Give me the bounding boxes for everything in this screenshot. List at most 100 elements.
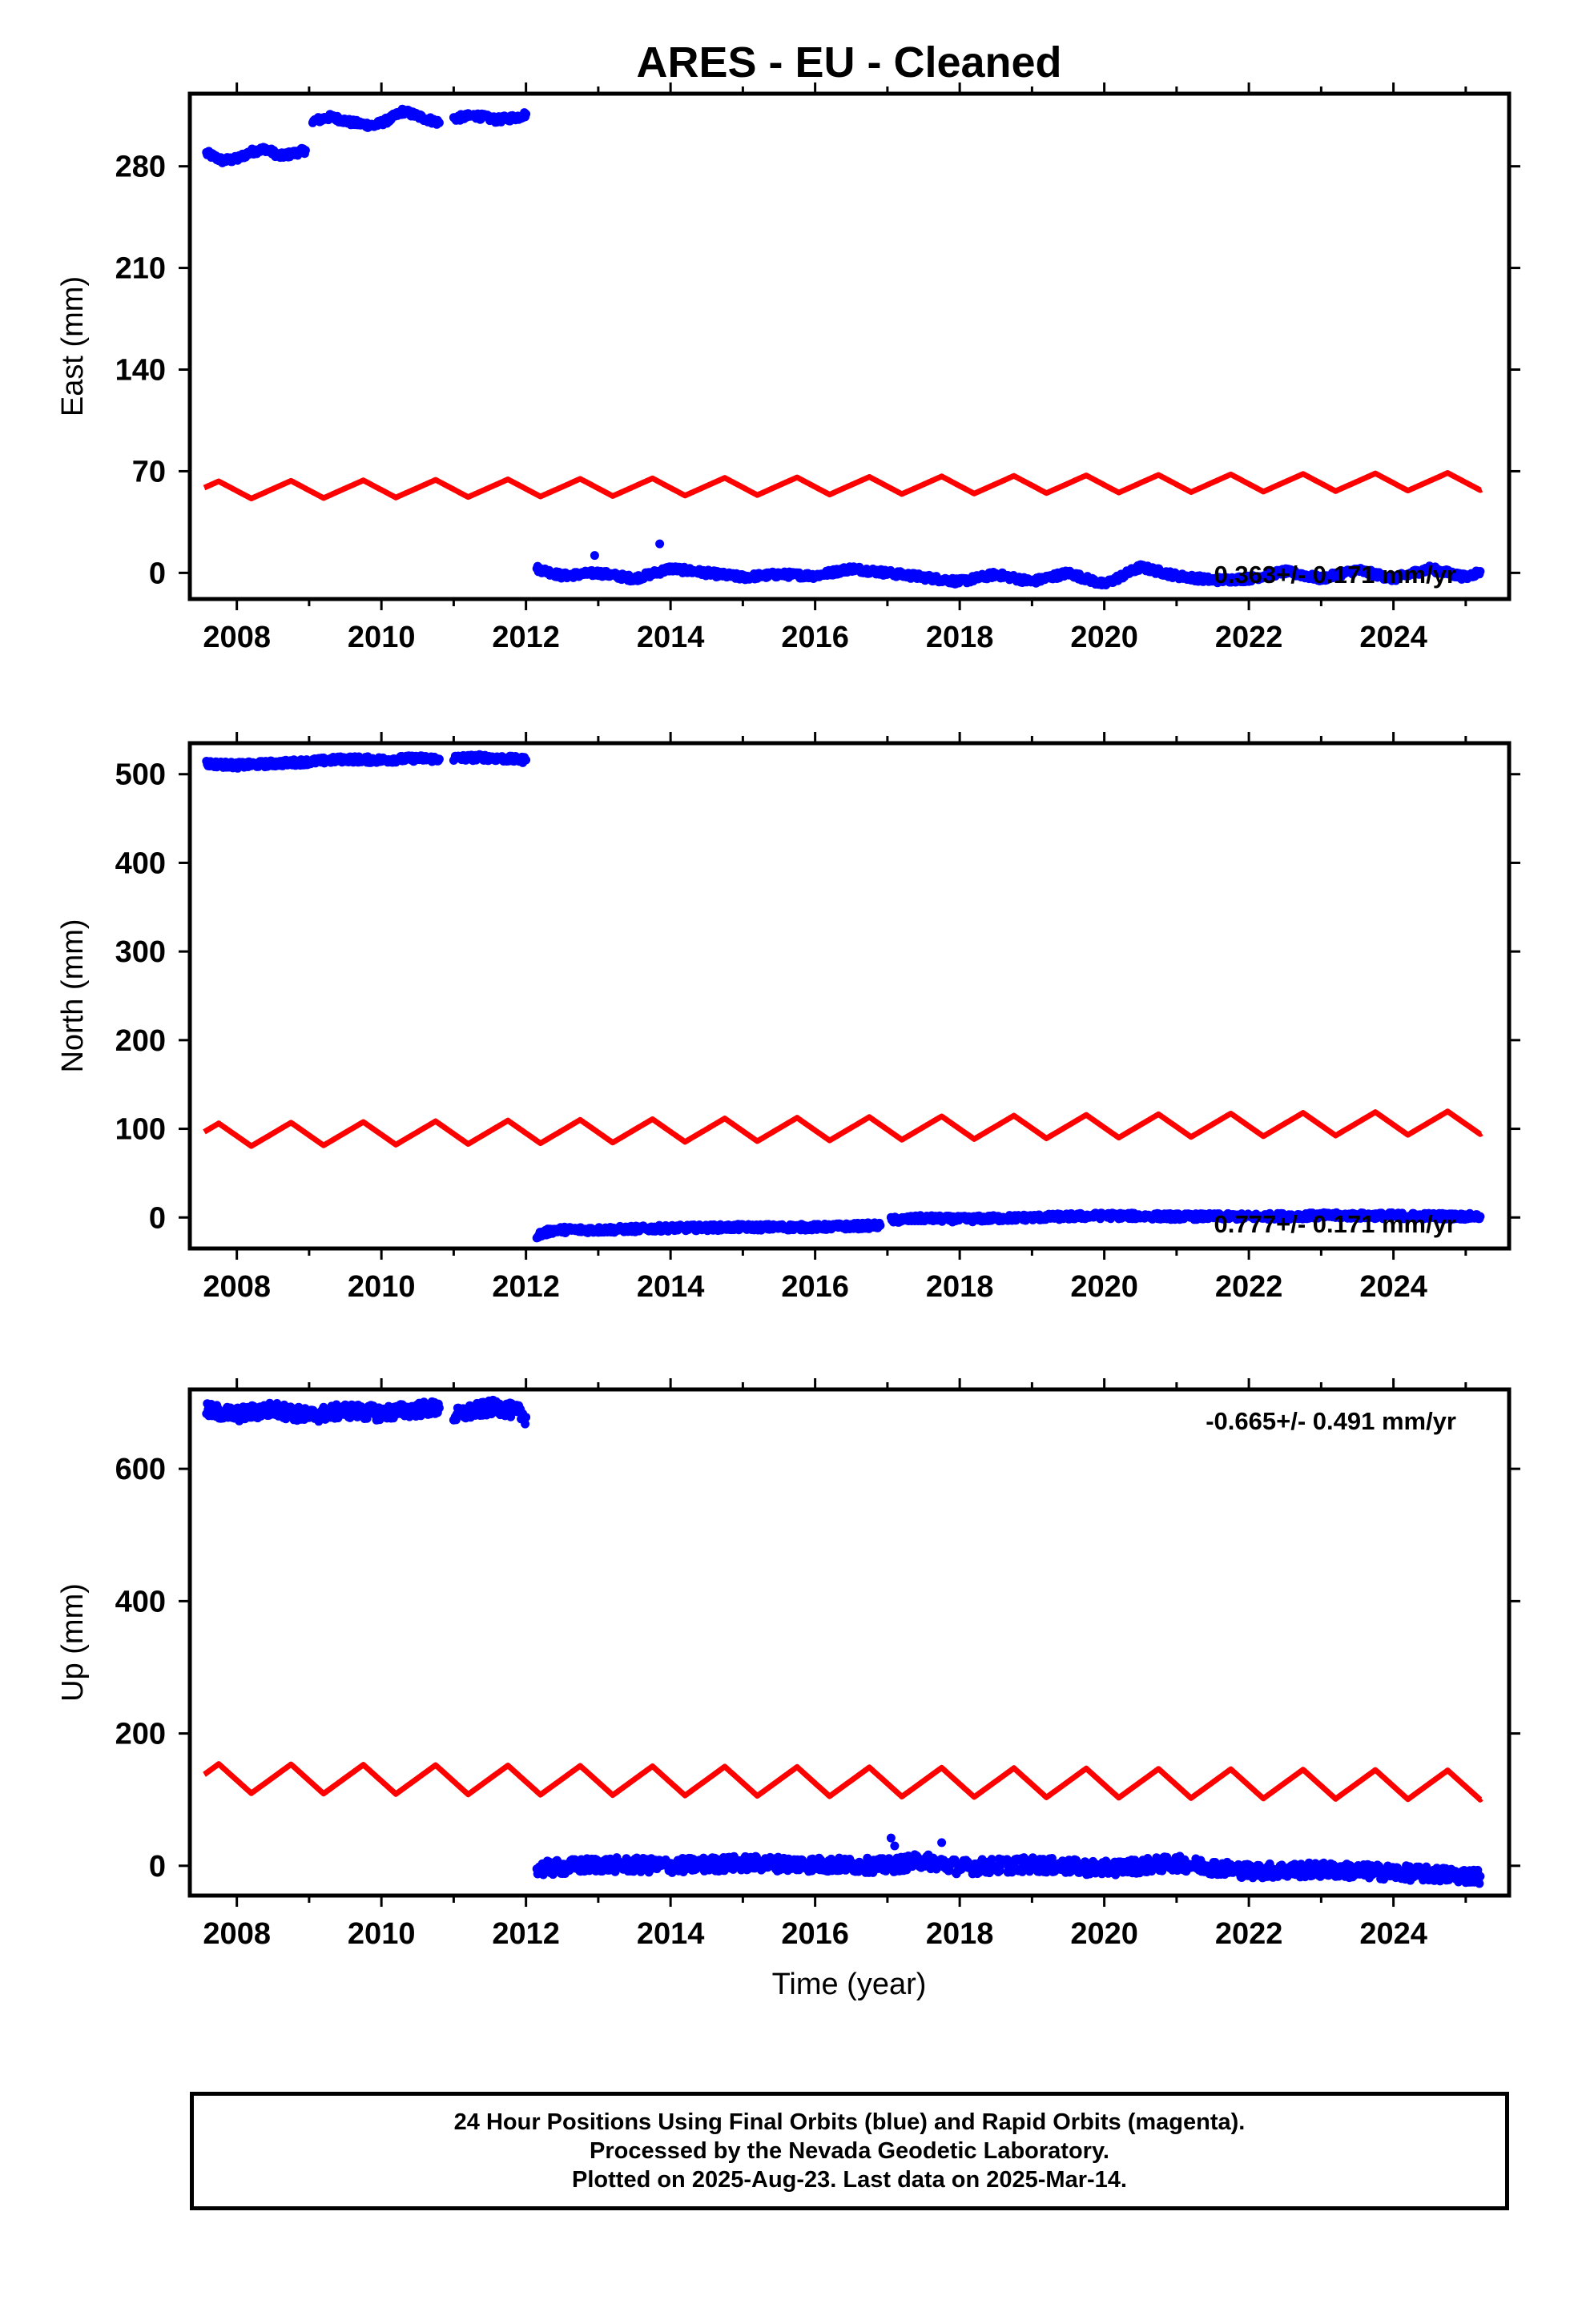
- y-tick-label: 300: [115, 935, 166, 969]
- position-point: [995, 1866, 1004, 1876]
- position-point: [632, 1853, 642, 1863]
- velocity-label-up: -0.665+/- 0.491 mm/yr: [1206, 1407, 1456, 1435]
- position-point: [1475, 567, 1485, 576]
- outlier-point: [590, 551, 599, 561]
- x-tick-label: 2012: [492, 1270, 560, 1304]
- x-tick-label: 2016: [781, 1917, 849, 1951]
- caption-line-1: 24 Hour Positions Using Final Orbits (bl…: [453, 2109, 1246, 2135]
- position-segment-east-4: [590, 539, 665, 561]
- position-segment-up-2: [532, 1850, 1485, 1888]
- position-segment-east-3: [532, 560, 1485, 589]
- position-point: [434, 118, 444, 127]
- x-tick-label: 2014: [637, 621, 705, 654]
- caption-line-2: Processed by the Nevada Geodetic Laborat…: [590, 2138, 1109, 2164]
- y-tick-label: 200: [115, 1024, 166, 1058]
- x-tick-label: 2010: [348, 621, 416, 654]
- plot-area-east: [202, 104, 1485, 589]
- x-tick-label: 2012: [492, 1917, 560, 1951]
- position-segment-up-0: [202, 1397, 444, 1426]
- figure-title: ARES - EU - Cleaned: [636, 38, 1061, 86]
- panel-north: 2008 2010 2012 2014 2016 2018 2020 2022 2024 0 100…: [56, 732, 1520, 1304]
- x-tick-label: 2008: [203, 1270, 271, 1304]
- position-point: [1475, 1872, 1485, 1881]
- model-fit-line-up: [202, 1761, 1484, 1803]
- plot-frame-north: [187, 741, 1512, 1251]
- position-point: [434, 1403, 444, 1413]
- position-point: [1047, 1854, 1057, 1863]
- model-fit-line-east: [202, 470, 1484, 501]
- x-tick-label: 2008: [203, 621, 271, 654]
- x-tick-label: 2018: [926, 1917, 994, 1951]
- position-segment-north-0: [202, 751, 444, 773]
- plot-frame-east: [187, 91, 1512, 601]
- y-tick-label: 210: [115, 252, 166, 286]
- velocity-label-east: 0.363+/- 0.171 mm/yr: [1214, 561, 1456, 589]
- plot-area-north: [202, 750, 1485, 1243]
- x-tick-label: 2020: [1070, 1270, 1138, 1304]
- position-point: [434, 754, 444, 764]
- position-point: [876, 1220, 885, 1230]
- position-segment-north-2: [532, 1218, 885, 1243]
- x-tick-label: 2024: [1359, 1270, 1427, 1304]
- position-segment-east-1: [308, 104, 444, 132]
- y-tick-label: 600: [115, 1453, 166, 1486]
- y-tick-label: 400: [115, 846, 166, 880]
- x-axis-title: Time (year): [772, 1968, 927, 2001]
- x-tick-label: 2010: [348, 1270, 416, 1304]
- position-segment-north-3: [886, 1208, 1485, 1227]
- y-tick-label: 400: [115, 1585, 166, 1618]
- x-tick-label: 2022: [1215, 1270, 1283, 1304]
- x-tick-label: 2016: [781, 1270, 849, 1304]
- x-tick-label: 2024: [1359, 621, 1427, 654]
- outlier-point: [890, 1841, 900, 1851]
- caption-box: 24 Hour Positions Using Final Orbits (bl…: [190, 2092, 1509, 2210]
- y-tick-label: 0: [149, 1201, 166, 1235]
- y-tick-label: 140: [115, 354, 166, 388]
- y-axis-title-east: East (mm): [56, 276, 90, 416]
- y-tick-label: 500: [115, 758, 166, 792]
- model-fit-line-north: [202, 1108, 1484, 1149]
- x-tick-label: 2016: [781, 621, 849, 654]
- x-tick-label: 2020: [1070, 1917, 1138, 1951]
- outlier-point: [937, 1838, 947, 1848]
- y-tick-label: 100: [115, 1113, 166, 1147]
- x-tick-label: 2008: [203, 1917, 271, 1951]
- position-segment-east-0: [202, 143, 310, 167]
- position-point: [521, 1419, 530, 1429]
- x-tick-label: 2010: [348, 1917, 416, 1951]
- position-point: [521, 755, 531, 765]
- position-point: [521, 1413, 531, 1422]
- x-tick-label: 2018: [926, 621, 994, 654]
- position-point: [816, 1856, 826, 1864]
- y-tick-label: 70: [132, 455, 166, 489]
- panel-up: 2008 2010 2012 2014 2016 2018 2020 2022 20240200…: [56, 1378, 1520, 1951]
- position-segment-east-2: [449, 108, 531, 127]
- position-point: [300, 146, 310, 155]
- y-tick-label: 280: [115, 151, 166, 184]
- x-tick-label: 2024: [1359, 1917, 1427, 1951]
- position-point: [987, 1855, 996, 1864]
- outlier-point: [886, 1833, 896, 1843]
- y-tick-label: 200: [115, 1718, 166, 1751]
- position-point: [1475, 1212, 1485, 1221]
- y-axis-title-up: Up (mm): [56, 1583, 90, 1702]
- x-tick-label: 2014: [637, 1270, 705, 1304]
- position-segment-north-1: [449, 750, 531, 767]
- position-point: [1475, 1879, 1484, 1888]
- position-segment-up-3: [886, 1833, 947, 1851]
- x-tick-label: 2020: [1070, 621, 1138, 654]
- panel-east: 2008 2010 2012 2014 2016 2018 2020 2022 20240701…: [56, 82, 1520, 654]
- x-tick-label: 2014: [637, 1917, 705, 1951]
- plot-area-up: [202, 1395, 1485, 1888]
- position-point: [506, 1412, 516, 1421]
- x-tick-label: 2022: [1215, 621, 1283, 654]
- velocity-label-north: 0.777+/- 0.171 mm/yr: [1214, 1210, 1456, 1238]
- x-tick-label: 2022: [1215, 1917, 1283, 1951]
- y-tick-label: 0: [149, 557, 166, 590]
- caption-line-3: Plotted on 2025-Aug-23. Last data on 202…: [572, 2167, 1127, 2193]
- y-axis-title-north: North (mm): [56, 919, 90, 1072]
- x-tick-label: 2018: [926, 1270, 994, 1304]
- position-segment-up-1: [449, 1395, 531, 1429]
- plot-frame-up: [187, 1387, 1512, 1898]
